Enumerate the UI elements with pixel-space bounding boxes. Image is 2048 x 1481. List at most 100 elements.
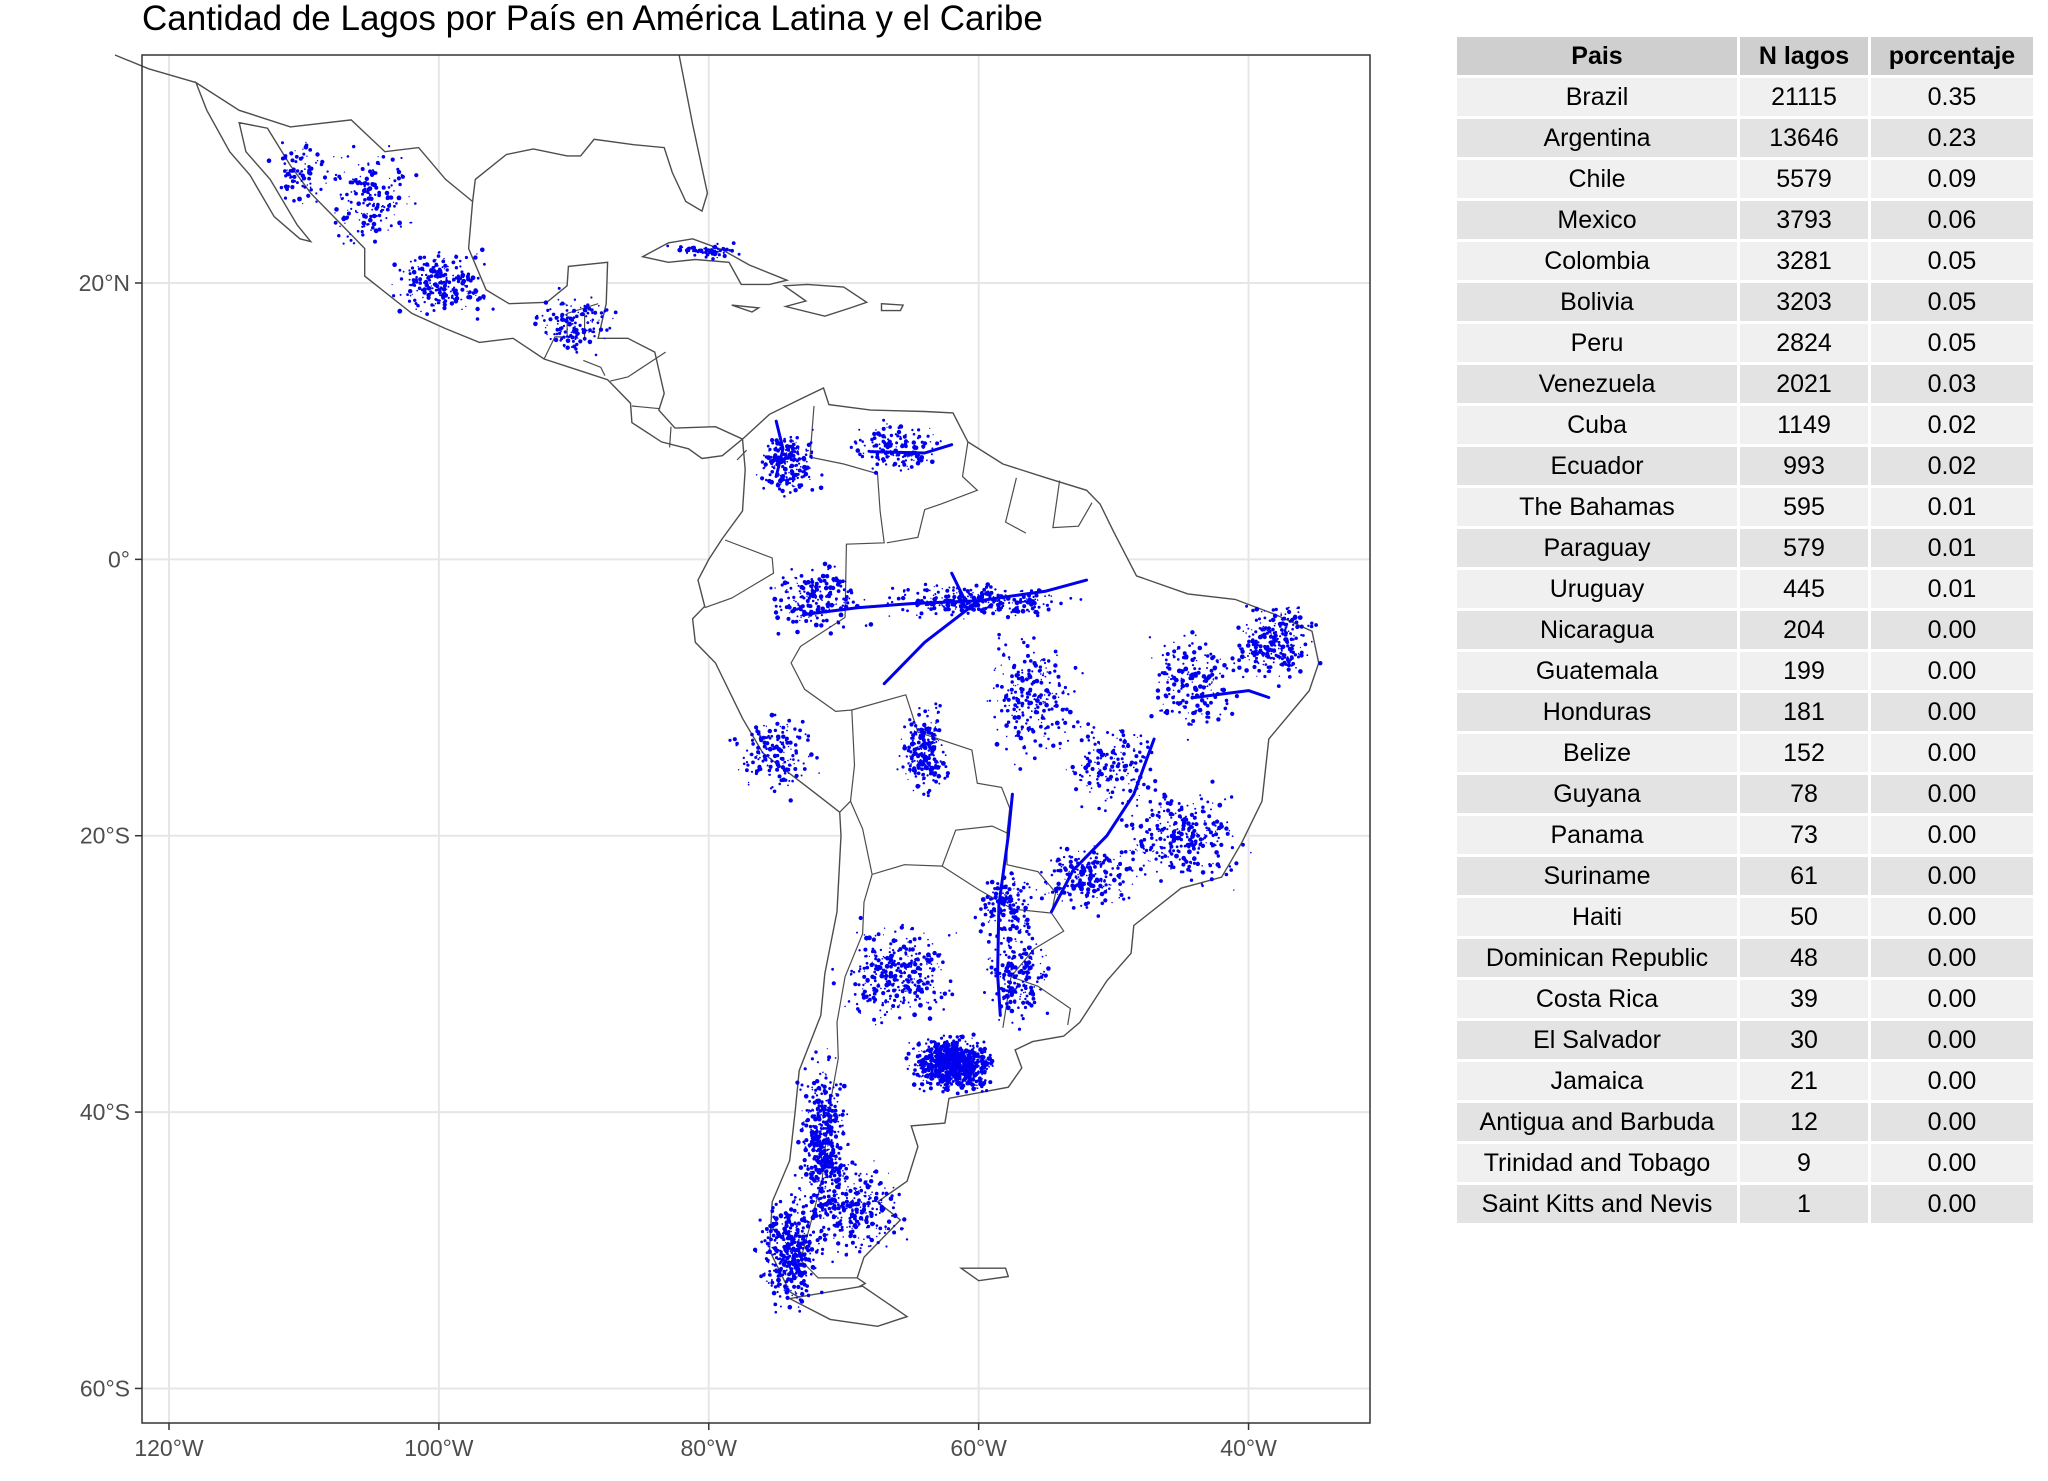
lake-point <box>1268 634 1273 639</box>
lake-point <box>955 1091 960 1096</box>
lake-point <box>1044 701 1046 704</box>
lake-point <box>853 440 857 444</box>
lake-point <box>942 1049 945 1053</box>
lake-point <box>923 722 926 726</box>
lake-point <box>906 588 910 592</box>
lake-point <box>1272 661 1275 664</box>
lake-point <box>1014 673 1020 678</box>
lake-point <box>922 441 928 446</box>
lake-point <box>466 277 471 282</box>
lake-point <box>770 470 774 474</box>
lake-point <box>884 1187 886 1189</box>
lake-point <box>1051 890 1055 894</box>
lake-point <box>872 986 877 991</box>
lake-point <box>768 1269 772 1273</box>
lake-point <box>803 1253 806 1256</box>
lake-point <box>922 1079 924 1082</box>
lake-point <box>418 281 423 285</box>
lake-point <box>908 1042 911 1044</box>
lake-point <box>1042 658 1046 662</box>
lake-point <box>1300 633 1303 637</box>
lake-point <box>1201 865 1203 867</box>
lake-point <box>1027 675 1031 679</box>
lake-point <box>816 1085 822 1091</box>
lake-point <box>1054 703 1059 708</box>
lake-point <box>798 1296 800 1298</box>
lake-point <box>835 582 841 587</box>
lake-point <box>1153 788 1158 792</box>
lake-point <box>986 700 989 702</box>
lake-point <box>945 771 951 776</box>
lake-point <box>1032 595 1035 599</box>
lake-point <box>1052 869 1057 873</box>
lake-point <box>446 288 448 290</box>
lake-point <box>851 1209 854 1213</box>
lake-point <box>1001 653 1006 657</box>
lake-point <box>833 1233 837 1237</box>
lake-point <box>881 457 886 462</box>
lake-point <box>1263 674 1267 679</box>
lake-point <box>857 983 861 987</box>
lake-point <box>766 1280 768 1282</box>
lake-point <box>846 1203 849 1207</box>
lake-point <box>795 1226 797 1229</box>
lake-point <box>1214 830 1217 832</box>
lake-point <box>1138 867 1143 872</box>
lake-point <box>1265 645 1270 649</box>
lake-point <box>399 277 404 281</box>
lake-point <box>825 1074 827 1076</box>
lake-point <box>901 962 907 967</box>
lake-point <box>788 477 792 481</box>
lake-point <box>944 1055 947 1057</box>
lake-point <box>873 979 877 983</box>
lake-point <box>846 1226 848 1228</box>
lake-point <box>902 1217 907 1222</box>
lake-point <box>1061 900 1064 902</box>
lake-point <box>475 294 477 297</box>
lake-point <box>905 773 907 775</box>
lake-point <box>827 1106 830 1109</box>
lake-point <box>1196 832 1198 835</box>
lake-point <box>926 714 929 718</box>
lake-point <box>812 593 817 598</box>
lake-point <box>869 1185 872 1187</box>
lake-point <box>786 616 791 621</box>
lake-point <box>406 203 408 205</box>
lake-point <box>862 983 865 987</box>
lake-point <box>766 1236 770 1240</box>
lake-point <box>360 212 363 215</box>
lake-point <box>976 1052 980 1056</box>
lake-point <box>1263 610 1266 612</box>
lake-point <box>841 604 845 607</box>
lake-point <box>1210 808 1212 811</box>
lake-point <box>783 1285 787 1290</box>
lake-point <box>755 474 758 476</box>
lake-point <box>959 1086 962 1088</box>
lake-point <box>815 1094 819 1097</box>
lake-point <box>853 1197 856 1200</box>
lake-point <box>816 1126 818 1128</box>
lake-point <box>920 730 924 734</box>
lake-point <box>899 1000 902 1003</box>
lake-point <box>830 593 833 596</box>
lake-point <box>430 285 432 287</box>
lake-point <box>1040 673 1042 675</box>
lake-point <box>802 1216 806 1220</box>
lake-points <box>266 141 1323 1314</box>
lake-point <box>959 1063 962 1066</box>
lake-point <box>491 307 495 311</box>
lake-point <box>861 995 867 1000</box>
lake-point <box>857 970 861 973</box>
lake-point <box>1043 661 1047 665</box>
lake-point <box>920 1066 923 1070</box>
landmass <box>114 54 1320 1328</box>
lake-point <box>957 1038 962 1042</box>
lake-point <box>926 1038 930 1041</box>
lake-point <box>955 1080 960 1086</box>
lake-point <box>1289 658 1293 662</box>
lake-point <box>1278 675 1281 677</box>
lake-point <box>936 590 940 594</box>
lake-point <box>1231 835 1234 838</box>
lake-point <box>776 1230 781 1235</box>
lake-point <box>1148 816 1151 819</box>
